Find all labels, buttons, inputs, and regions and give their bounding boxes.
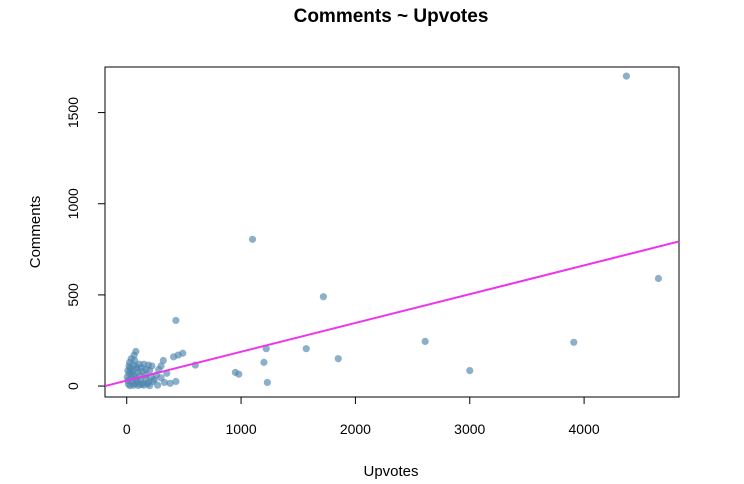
data-point bbox=[263, 378, 271, 387]
data-point bbox=[130, 351, 138, 359]
chart-title: Comments ~ Upvotes bbox=[294, 6, 489, 27]
data-point bbox=[132, 363, 141, 371]
data-point bbox=[137, 381, 145, 389]
x-tick-label: 2000 bbox=[340, 421, 371, 437]
y-tick-label: 500 bbox=[65, 283, 81, 307]
x-tick-label: 1000 bbox=[225, 421, 256, 437]
data-point bbox=[145, 366, 154, 375]
data-point bbox=[127, 366, 135, 374]
data-point bbox=[160, 378, 169, 387]
data-point bbox=[302, 345, 310, 353]
data-point bbox=[654, 274, 663, 283]
x-axis: 0 1000 2000 3000 4000 bbox=[123, 397, 600, 437]
y-tick-label: 0 bbox=[65, 382, 81, 390]
x-tick-label: 3000 bbox=[454, 421, 485, 437]
y-tick-label: 1500 bbox=[65, 97, 81, 128]
data-point bbox=[166, 379, 174, 387]
data-point bbox=[172, 377, 180, 386]
plot-frame bbox=[104, 66, 680, 398]
data-point bbox=[421, 337, 429, 345]
data-point bbox=[235, 370, 243, 378]
data-point bbox=[172, 316, 180, 325]
data-point bbox=[248, 235, 257, 243]
data-point bbox=[319, 293, 327, 301]
points-layer bbox=[123, 72, 663, 390]
x-tick-label: 0 bbox=[123, 421, 131, 437]
data-point bbox=[466, 366, 474, 375]
data-point bbox=[125, 358, 134, 366]
y-axis: 0 500 1000 1500 bbox=[65, 97, 105, 390]
data-point bbox=[334, 355, 342, 363]
data-point bbox=[170, 353, 178, 361]
data-point bbox=[159, 356, 167, 365]
data-point bbox=[622, 72, 631, 80]
data-point bbox=[143, 380, 151, 388]
data-point bbox=[260, 358, 268, 366]
data-point bbox=[131, 380, 139, 388]
y-axis-label: Comments bbox=[27, 196, 44, 269]
x-axis-label: Upvotes bbox=[363, 463, 418, 480]
data-point bbox=[570, 338, 578, 346]
x-tick-label: 4000 bbox=[569, 421, 600, 437]
regression-line bbox=[104, 240, 680, 388]
y-tick-label: 1000 bbox=[65, 188, 81, 219]
